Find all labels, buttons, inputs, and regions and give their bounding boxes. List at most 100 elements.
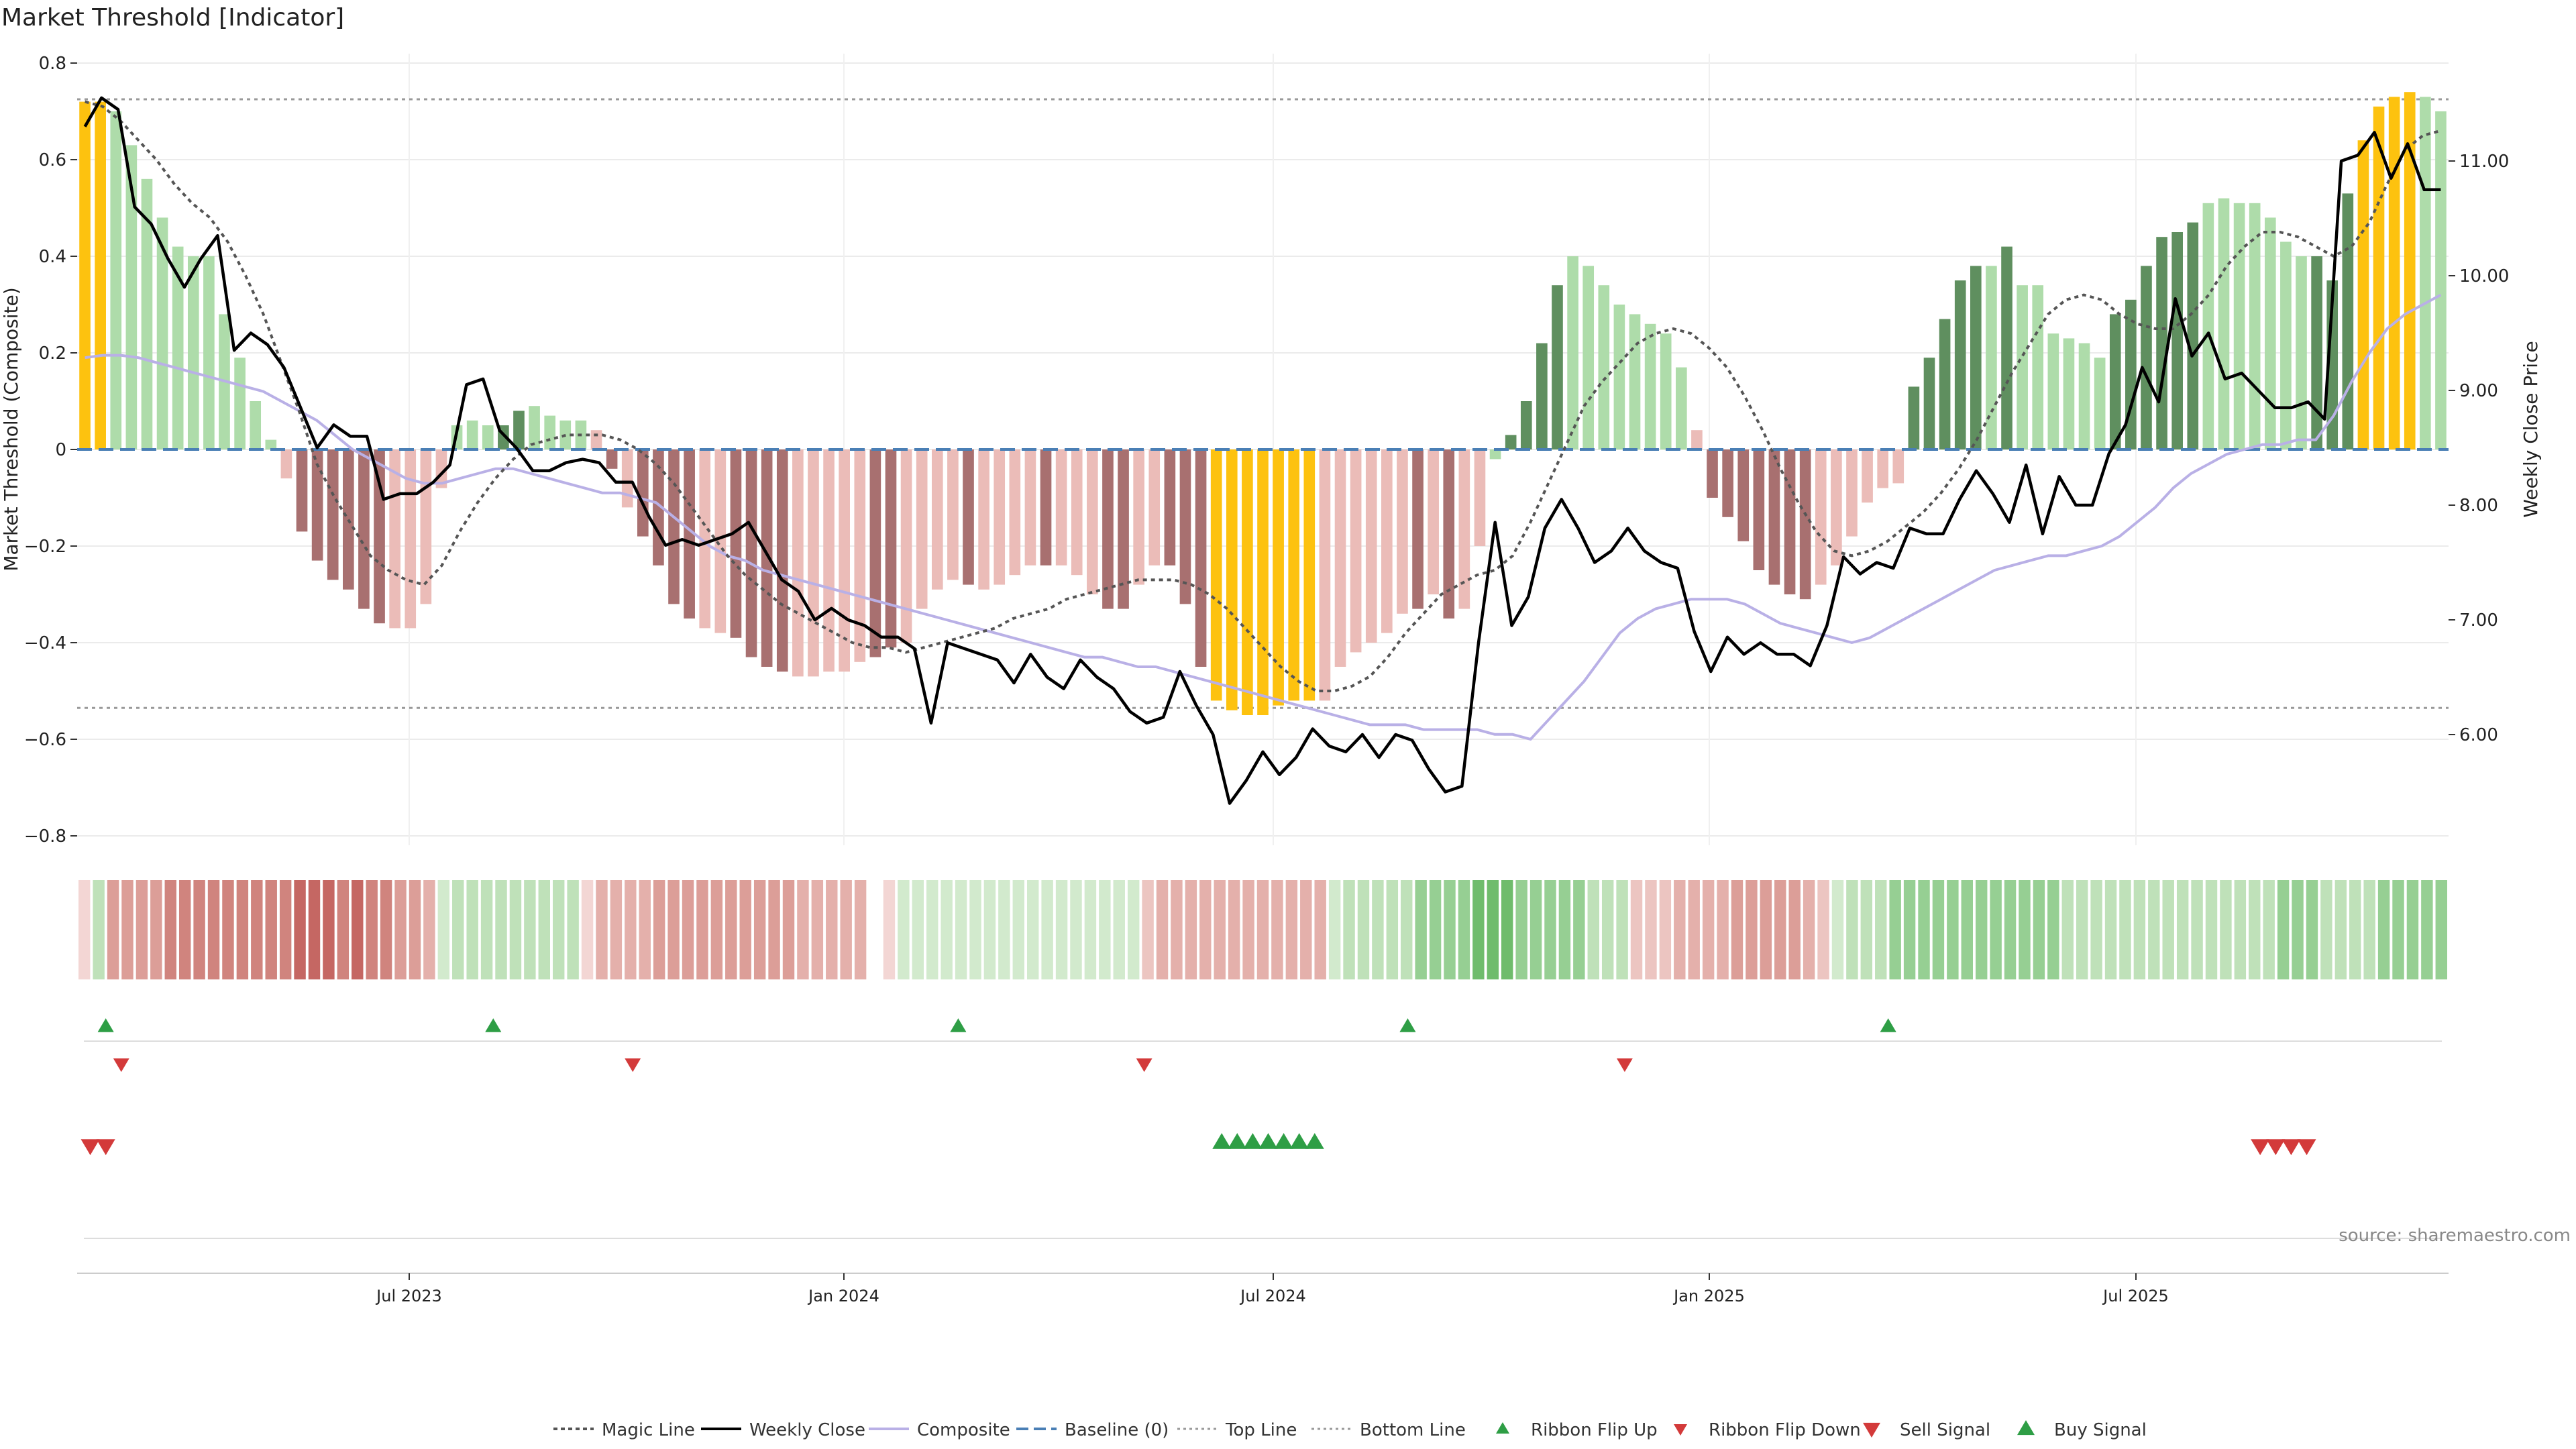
ribbon-cell [1156,880,1169,979]
bar [1846,449,1858,537]
ribbon-cell [1702,880,1715,979]
buy-signal-marker [1228,1133,1247,1149]
ribbon-flip-down-marker [1136,1058,1152,1072]
bar [1071,449,1083,576]
ribbon-cell [1127,880,1140,979]
ribbon-cell [1185,880,1197,979]
bar [529,406,540,449]
ribbon-cell [308,880,321,979]
ribbon-cell [495,880,507,979]
ribbon-cell [2019,880,2031,979]
bar [1737,449,1750,541]
ribbon-cell [2277,880,2290,979]
bar [885,449,897,648]
ribbon-cell [2047,880,2059,979]
ribbon-cell [782,880,795,979]
bar [1242,449,1253,715]
bar [234,358,246,449]
bar [187,256,199,449]
ribbon-cell [2205,880,2218,979]
ribbon-cell [1817,880,1829,979]
ribbon-cell [998,880,1010,979]
bar [156,217,168,449]
bar [808,449,819,677]
ribbon-cell [2004,880,2017,979]
bar [730,449,742,638]
bar [1412,449,1424,609]
magic-line [85,100,2441,692]
ribbon-cell [955,880,967,979]
ribbon-cell [1458,880,1470,979]
ribbon-cell [1171,880,1183,979]
ribbon-cell [1587,880,1599,979]
left-tick-label: 0.6 [39,150,66,170]
ribbon-flip-up-marker [1399,1018,1416,1032]
ribbon-cell [1616,880,1628,979]
ribbon-cell [93,880,105,979]
bar [1815,449,1827,585]
bar [544,415,556,449]
ribbon-cell [2334,880,2347,979]
ribbon-cell [883,880,896,979]
ribbon-flip-down-marker [1616,1058,1633,1072]
bar [1784,449,1796,594]
legend-label: Weekly Close [749,1420,865,1440]
composite-line [85,293,2442,741]
ribbon-cell [926,880,938,979]
chart-title: Market Threshold [Indicator] [1,4,344,32]
ribbon-cell [1831,880,1844,979]
ribbon-cell [323,880,335,979]
ribbon-cell [1717,880,1729,979]
ribbon-cell [1343,880,1355,979]
ribbon-cell [1947,880,1959,979]
ribbon-cell [2263,880,2275,979]
ribbon-flip-up-marker [1880,1018,1896,1032]
ribbon-cell [1472,880,1485,979]
bar [1799,449,1811,600]
legend-label: Buy Signal [2054,1420,2147,1440]
ribbon-cell [941,880,953,979]
ribbon-cell [1515,880,1527,979]
buy-signal-marker [1305,1133,1324,1149]
bar [1458,449,1470,609]
ribbon-cell [352,880,364,979]
bar [1397,449,1408,614]
bar [1505,435,1517,449]
bar [1629,314,1641,449]
bar [296,449,308,532]
ribbon-cell [2349,880,2361,979]
ribbon-cell [1731,880,1743,979]
bar [405,449,417,629]
bar [2264,217,2276,449]
ribbon-flip-down-marker [625,1058,641,1072]
bar [1428,449,1439,594]
bar [1055,449,1067,566]
ribbon-cell [394,880,407,979]
ribbon-cell [279,880,292,979]
left-tick-label: −0.2 [24,537,66,557]
legend-label: Ribbon Flip Down [1709,1420,1861,1440]
ribbon-cell [1746,880,1758,979]
ribbon-cell [983,880,996,979]
ribbon-cell [2234,880,2247,979]
left-tick-label: 0.4 [39,247,66,267]
ribbon-cell [696,880,708,979]
ribbon-cell [524,880,536,979]
bar [1939,319,1951,449]
ribbon-cell [1271,880,1283,979]
bar [1257,449,1269,715]
bar [1908,386,1920,449]
right-tick-label: 8.00 [2459,496,2498,516]
ribbon-strip [78,880,2447,979]
ribbon-cell [236,880,249,979]
ribbon-cell [682,880,694,979]
ribbon-cell [898,880,910,979]
ribbon-cell [1932,880,1945,979]
left-axis-label: Market Threshold (Composite) [0,287,22,571]
ribbon-cell [1012,880,1024,979]
ribbon-cell [2119,880,2131,979]
ribbon-cell [452,880,464,979]
ribbon-cell [2421,880,2433,979]
ribbon-cell [1645,880,1657,979]
bar [2218,198,2230,449]
